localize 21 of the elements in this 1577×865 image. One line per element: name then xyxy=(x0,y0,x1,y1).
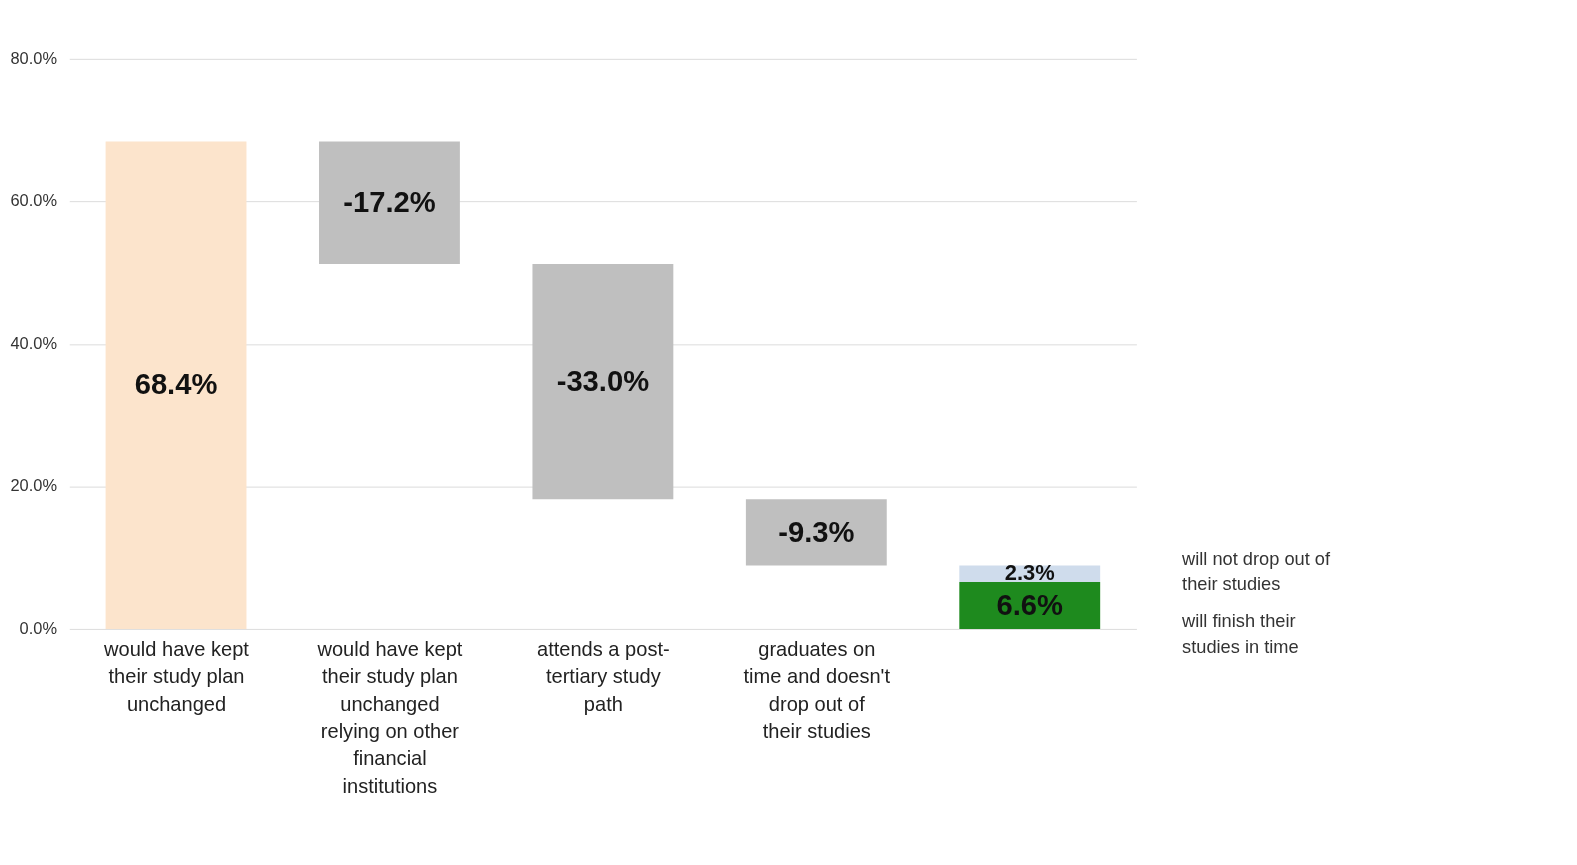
y-tick-label: 0.0% xyxy=(19,618,58,637)
bar xyxy=(105,141,247,629)
data-label: 2.3% xyxy=(1004,560,1055,586)
y-tick-label: 20.0% xyxy=(10,476,58,495)
data-label: 6.6% xyxy=(996,588,1064,621)
data-label: -9.3% xyxy=(778,515,855,548)
y-tick-label: 80.0% xyxy=(10,48,58,67)
y-tick-label: 60.0% xyxy=(10,191,58,210)
bar xyxy=(319,141,460,265)
data-label: -33.0% xyxy=(556,364,650,397)
data-label: 68.4% xyxy=(134,368,218,401)
x-tick-label: would have kept their study plan unchanged relying on other financial institutions xyxy=(316,637,463,797)
y-tick-label: 40.0% xyxy=(10,333,58,352)
data-label: -17.2% xyxy=(343,185,436,218)
text: will finish their studies in time xyxy=(1181,610,1299,657)
x-tick-label: graduates on time and doesn't drop out of their studies xyxy=(743,637,891,742)
x-tick-label: would have kept their study plan unchanged xyxy=(103,637,250,715)
bar xyxy=(532,264,674,500)
text: will not drop out of their studies xyxy=(1181,547,1331,595)
bar xyxy=(745,499,887,566)
x-tick-label: attends a post-tertiary study path xyxy=(537,637,670,715)
